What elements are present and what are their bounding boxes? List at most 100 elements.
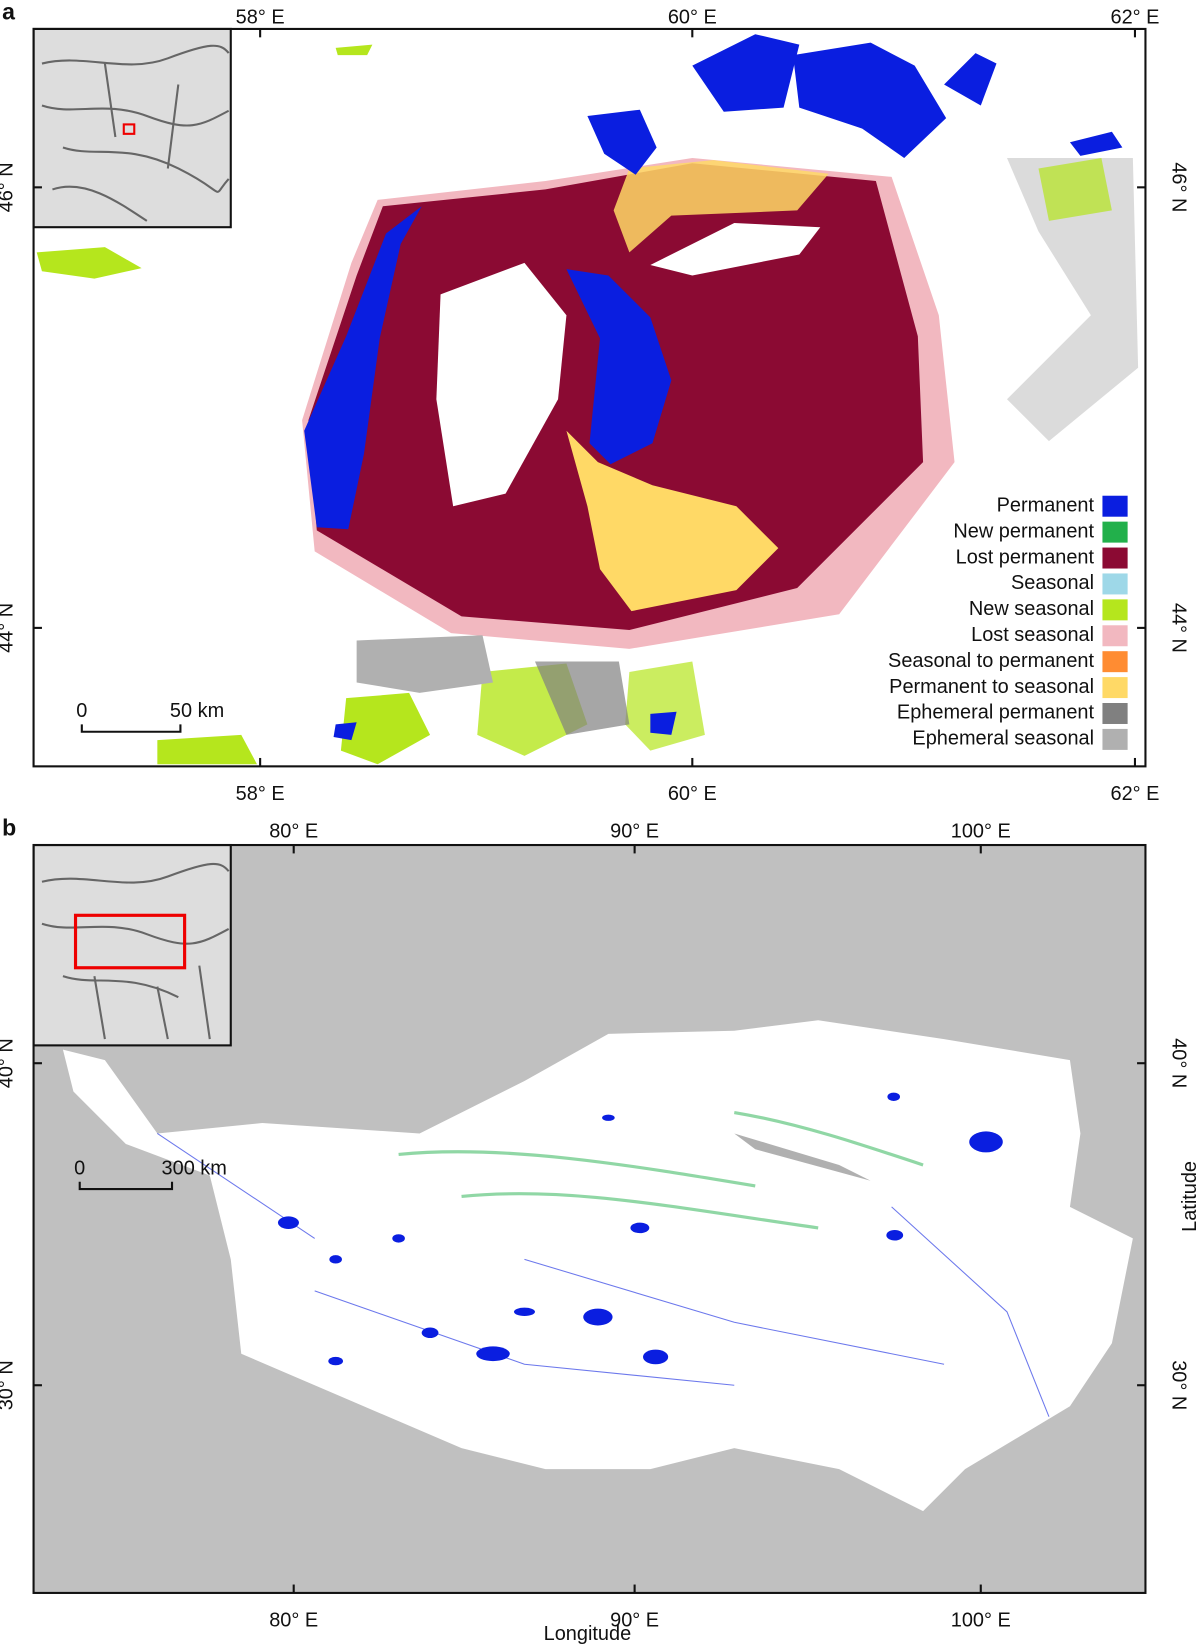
legend-swatch [1102, 573, 1128, 595]
x-tick-label: 80° E [269, 821, 318, 843]
legend-swatch [1102, 651, 1128, 673]
legend-label: Seasonal to permanent [888, 650, 1094, 672]
inset-locator [73, 913, 187, 970]
legend-label: Seasonal [1011, 572, 1094, 594]
lake [650, 711, 677, 735]
panel-b-map [32, 843, 1147, 1594]
lake [602, 1114, 615, 1121]
legend-label: Lost permanent [956, 546, 1095, 568]
inset-borders [41, 44, 230, 222]
lake [1069, 131, 1123, 156]
lake [969, 1131, 1003, 1153]
scale-bar [78, 1181, 174, 1191]
y-tick-label: 30° N [1168, 1360, 1190, 1410]
panel-label: a [2, 0, 15, 25]
ephemeral-area [734, 1133, 871, 1181]
lake [793, 42, 947, 158]
scale-bar [80, 724, 182, 733]
scale-bar-label: 0 [74, 1157, 85, 1179]
ephemeral-area [1006, 157, 1139, 442]
x-tick-label: 62° E [1110, 783, 1159, 805]
map-frame [32, 27, 1147, 768]
x-tick-label: 60° E [668, 7, 717, 29]
river [157, 1133, 1050, 1417]
lake [277, 1216, 299, 1229]
scale-bar-label: 50 km [170, 700, 224, 722]
new-permanent-area [398, 1110, 924, 1230]
x-tick-label: 62° E [1110, 7, 1159, 29]
legend-swatch [1102, 495, 1128, 517]
legend-label: Lost seasonal [971, 624, 1094, 646]
lake [886, 1229, 904, 1241]
x-tick-label: 90° E [610, 1610, 659, 1632]
permanent-to-seasonal-area [566, 430, 779, 612]
legend-swatch [1102, 677, 1128, 699]
legend-swatch [1102, 547, 1128, 569]
map-frame [32, 843, 1147, 1594]
inset-map [32, 27, 232, 229]
new-seasonal-area [1038, 157, 1112, 221]
lake [630, 1222, 650, 1234]
y-tick-label: 46° N [0, 162, 18, 212]
ephemeral-area [356, 635, 494, 693]
lake [328, 1356, 344, 1366]
lake [333, 722, 357, 741]
legend-label: Permanent [997, 494, 1095, 516]
new-seasonal-area [157, 734, 257, 765]
lake [887, 1092, 900, 1101]
panel-a-map [32, 27, 1147, 768]
legend-label: Ephemeral seasonal [912, 728, 1094, 750]
lake [392, 1234, 405, 1243]
y-tick-label: 44° N [0, 603, 18, 653]
legend-label: Ephemeral permanent [897, 702, 1095, 724]
scale-bar-label: 300 km [162, 1157, 227, 1179]
y-tick-label: 30° N [0, 1360, 18, 1410]
x-tick-label: 58° E [236, 783, 285, 805]
legend-swatch [1102, 703, 1128, 724]
x-axis-title: Longitude [544, 1623, 632, 1645]
legend-swatch [1102, 728, 1128, 750]
lake [583, 1308, 613, 1326]
lake [421, 1327, 439, 1339]
plateau [62, 1020, 1133, 1512]
x-tick-label: 100° E [951, 1610, 1011, 1632]
new-seasonal-area [340, 692, 431, 765]
legend-swatch [1102, 625, 1128, 647]
new-seasonal-area [36, 247, 142, 279]
scale-bar-label: 0 [76, 700, 87, 722]
y-axis-title: Latitude [1179, 1161, 1200, 1232]
lake [476, 1346, 510, 1362]
x-tick-label: 80° E [269, 1610, 318, 1632]
permanent-to-seasonal-area [613, 160, 829, 253]
y-tick-label: 46° N [1168, 162, 1190, 212]
dry-area [436, 262, 567, 507]
dry-area [650, 223, 821, 276]
legend-label: New seasonal [969, 598, 1094, 620]
y-tick-label: 40° N [1168, 1038, 1190, 1088]
lake [566, 269, 672, 465]
legend-swatch [1102, 599, 1128, 621]
y-tick-label: 40° N [0, 1038, 18, 1088]
inset-locator [122, 123, 136, 135]
legend-label: Permanent to seasonal [889, 676, 1094, 698]
lake [643, 1349, 669, 1365]
y-tick-label: 44° N [1168, 603, 1190, 653]
new-seasonal-area [335, 44, 373, 56]
legend-label: New permanent [953, 520, 1094, 542]
legend-swatch [1102, 521, 1128, 543]
lake [304, 206, 422, 530]
panel-label: b [2, 815, 16, 841]
lake [692, 34, 800, 112]
lake [587, 109, 657, 175]
ephemeral-area [534, 661, 630, 735]
inset-map [32, 843, 232, 1047]
inset-borders [41, 862, 230, 1040]
x-tick-label: 58° E [236, 7, 285, 29]
x-tick-label: 60° E [668, 783, 717, 805]
x-tick-label: 100° E [951, 821, 1011, 843]
new-seasonal-area [625, 661, 705, 751]
lake [329, 1255, 342, 1264]
x-tick-label: 90° E [610, 821, 659, 843]
